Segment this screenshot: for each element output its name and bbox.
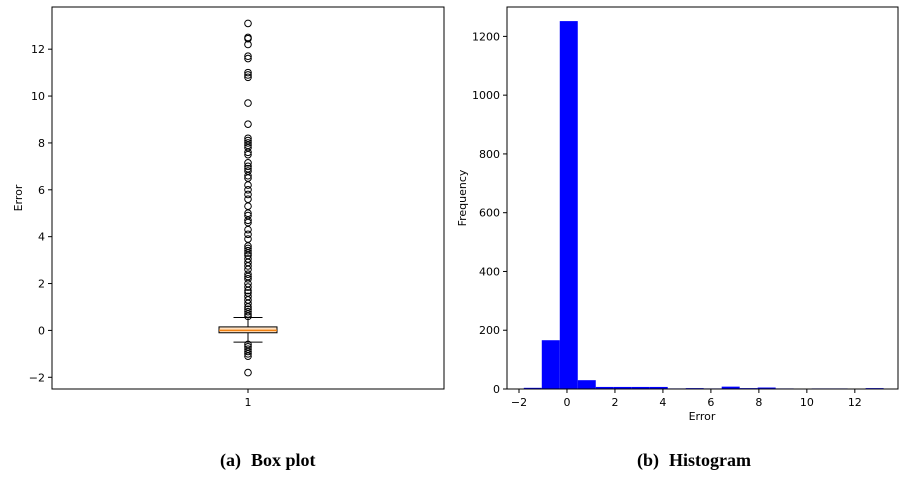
y-tick-label: 800: [479, 148, 500, 161]
caption-b: (b) Histogram: [637, 450, 751, 471]
outlier-point: [244, 275, 252, 283]
outlier-point: [244, 185, 252, 194]
histogram-bar: [523, 387, 542, 389]
outlier-point: [244, 162, 252, 171]
y-tick-label: 0: [493, 383, 500, 396]
y-tick-label: 200: [479, 324, 500, 337]
histogram-bar: [631, 386, 650, 389]
outlier-point: [244, 181, 252, 189]
outlier-point: [244, 54, 252, 63]
outlier-point: [244, 99, 252, 107]
histogram-bar: [649, 386, 668, 389]
outlier-point: [244, 73, 252, 82]
histogram-y-axis-label: Frequency: [456, 169, 469, 226]
outlier-point: [244, 235, 252, 243]
outlier-point: [244, 312, 252, 321]
x-tick-label: 12: [848, 396, 862, 409]
y-tick-label: 0: [38, 324, 45, 337]
histogram-axes-frame: [506, 6, 899, 390]
outlier-point: [244, 350, 252, 358]
x-tick-label: 10: [800, 396, 814, 409]
y-tick-label: 1200: [472, 30, 500, 43]
outlier-point: [244, 310, 252, 318]
x-tick-label: 0: [563, 396, 570, 409]
outlier-point: [244, 202, 252, 211]
histogram-bar: [595, 386, 614, 389]
y-tick-label: −2: [29, 371, 45, 384]
outlier-point: [244, 150, 252, 159]
outlier-point: [244, 40, 252, 49]
outlier-point: [244, 225, 252, 234]
outlier-point: [244, 368, 252, 377]
x-tick-label: 2: [611, 396, 618, 409]
y-tick-label: 6: [38, 184, 45, 197]
box-plot-panel: −2 0 2 4 6 8 10 12 1 Error: [12, 6, 445, 409]
outlier-point: [244, 262, 252, 270]
x-tick-label: 8: [755, 396, 762, 409]
outlier-point: [244, 195, 252, 203]
outlier-point: [244, 246, 252, 255]
histogram-bar: [757, 387, 776, 389]
box-plot-y-ticks: −2 0 2 4 6 8 10 12: [29, 43, 52, 384]
x-tick-label: 4: [659, 396, 666, 409]
y-tick-label: 10: [31, 90, 45, 103]
histogram-panel: 0 200 400 600 800 1000 1200 −2 0 2 4 6 8 10 12 Freque…: [456, 6, 899, 423]
outlier-point: [244, 216, 252, 225]
histogram-x-ticks: −2 0 2 4 6 8 10 12: [511, 389, 862, 409]
outlier-point: [244, 71, 252, 79]
box-plot-y-axis-label: Error: [12, 184, 25, 211]
outlier-point: [244, 34, 252, 43]
x-tick-label: −2: [511, 396, 527, 409]
outlier-point: [244, 148, 252, 157]
y-tick-label: 1000: [472, 89, 500, 102]
outlier-point: [244, 190, 252, 199]
outlier-point: [244, 286, 252, 295]
caption-b-tag: (b): [637, 450, 659, 470]
caption-a-title: Box plot: [251, 450, 316, 470]
outlier-point: [244, 68, 252, 77]
histogram-bar: [721, 386, 740, 389]
box-plot-marks: [218, 19, 278, 377]
caption-a: (a) Box plot: [220, 450, 316, 471]
outlier-point: [244, 171, 252, 180]
y-tick-label: 12: [31, 43, 45, 56]
outlier-point: [244, 270, 252, 278]
x-tick-label: 6: [707, 396, 714, 409]
histogram-y-ticks: 0 200 400 600 800 1000 1200: [472, 30, 507, 396]
outlier-point: [244, 299, 252, 308]
outlier-point: [244, 19, 252, 28]
outlier-point: [244, 347, 252, 356]
caption-a-tag: (a): [220, 450, 241, 470]
histogram-bar: [577, 380, 596, 389]
outlier-point: [244, 139, 252, 147]
y-tick-label: 400: [479, 265, 500, 278]
y-tick-label: 2: [38, 278, 45, 291]
caption-b-title: Histogram: [669, 450, 751, 470]
histogram-bar: [613, 386, 632, 389]
y-tick-label: 4: [38, 231, 45, 244]
histogram-bars: [523, 21, 884, 390]
histogram-x-axis-label: Error: [689, 410, 716, 423]
histogram-bar: [541, 340, 560, 389]
outlier-point: [244, 283, 252, 291]
outlier-point: [244, 52, 252, 61]
outlier-point: [244, 159, 252, 167]
box-plot-x-ticks: 1: [245, 389, 252, 409]
outlier-point: [244, 352, 252, 360]
y-tick-label: 8: [38, 137, 45, 150]
histogram-bar: [559, 21, 578, 390]
x-tick-label: 1: [245, 396, 252, 409]
outlier-point: [244, 120, 252, 128]
outlier-point: [244, 249, 252, 257]
y-tick-label: 600: [479, 207, 500, 220]
outlier-point: [244, 230, 252, 239]
outlier-point: [244, 307, 252, 316]
